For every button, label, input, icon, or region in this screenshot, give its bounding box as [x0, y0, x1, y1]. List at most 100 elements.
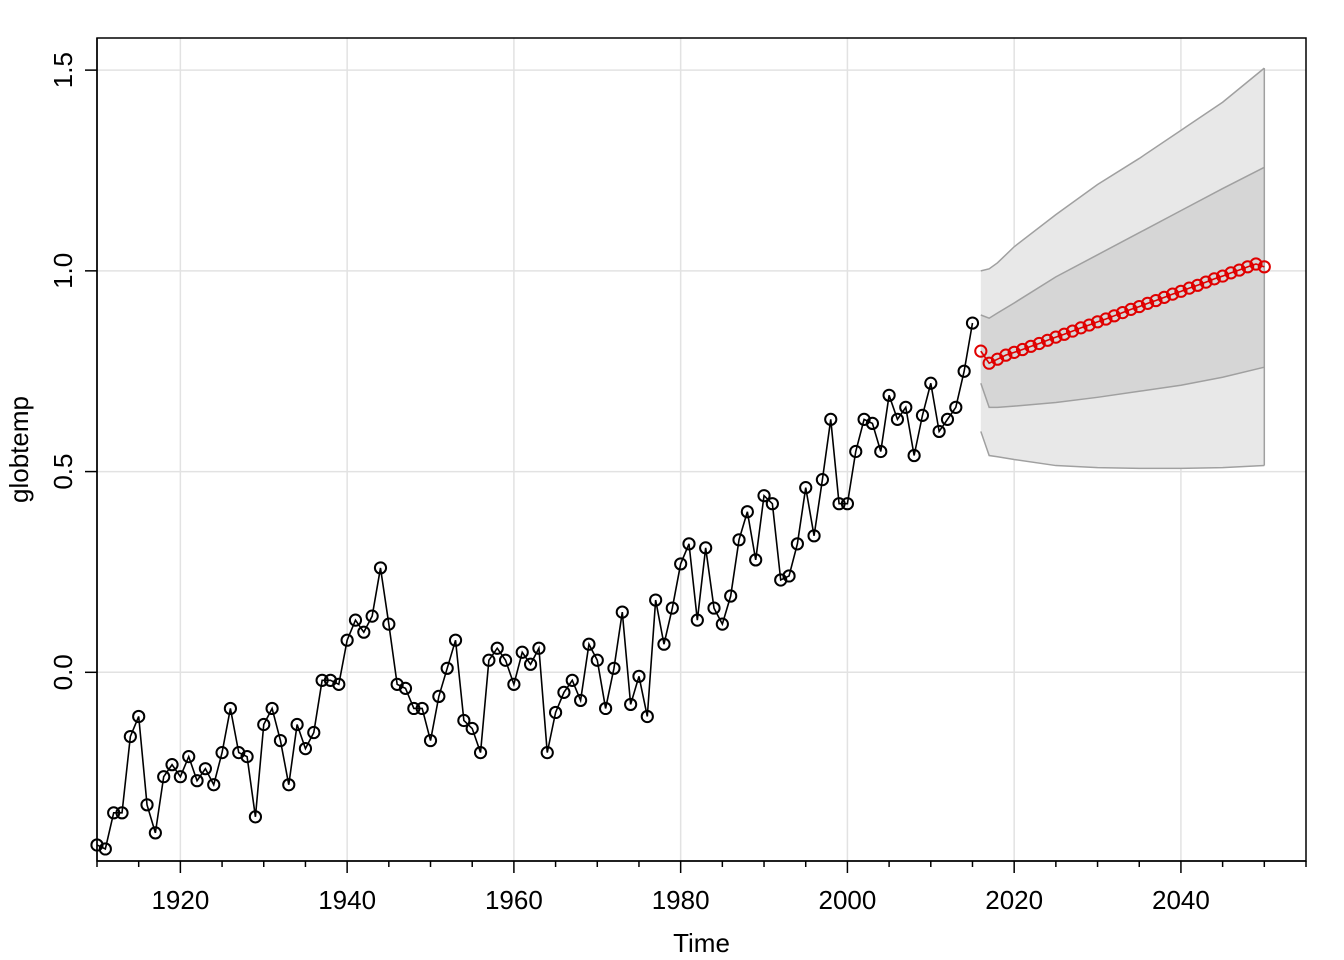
forecast-point [1140, 296, 1155, 310]
y-tick-label: 1.0 [48, 253, 78, 289]
observed-line [96, 322, 974, 851]
observed-point [907, 448, 921, 463]
forecast-point [1241, 260, 1255, 274]
forecast-point [1007, 345, 1021, 359]
observed-point [590, 653, 604, 667]
forecast-point [1157, 290, 1171, 304]
observed-point [315, 673, 329, 687]
observed-point [290, 717, 304, 732]
observed-point [198, 762, 212, 776]
forecast-point [1199, 275, 1213, 289]
forecast-point [1165, 287, 1180, 301]
observed-point [240, 750, 254, 764]
forecast-point [1224, 266, 1238, 280]
forecast-point [1182, 281, 1196, 295]
observed-point [465, 721, 479, 736]
observed-point [882, 388, 896, 402]
forecast-interval-bands [980, 67, 1266, 470]
observed-point [548, 705, 563, 720]
x-tick-label: 1940 [318, 885, 376, 915]
forecast-band-upper-edge [980, 166, 1265, 320]
forecast-point [974, 344, 988, 358]
x-tick-label: 2000 [818, 885, 876, 915]
observed-point [265, 701, 279, 716]
observed-point [924, 376, 938, 390]
observed-point [423, 733, 438, 748]
observed-point [624, 697, 638, 712]
observed-point [282, 778, 296, 792]
observed-point [557, 685, 571, 699]
observed-point [182, 750, 196, 764]
axes: 1920 1940 1960 1980 2000 2020 2040 0.0 0.5 1.0 1.5 [48, 38, 1307, 915]
observed-point [890, 412, 905, 426]
forecast-point [1191, 278, 1205, 292]
observed-point [507, 677, 521, 691]
observed-point [457, 713, 471, 728]
observed-point [749, 553, 763, 567]
observed-point [248, 810, 263, 824]
observed-point [373, 561, 388, 575]
observed-point [440, 661, 454, 675]
observed-point [674, 557, 688, 571]
x-tick-label: 2040 [1152, 885, 1210, 915]
observed-point [574, 693, 588, 708]
forecast-band-lower-edge [980, 366, 1265, 409]
observed-point [599, 701, 613, 716]
forecast-point [1207, 272, 1221, 286]
forecast-point [1249, 257, 1263, 271]
observed-point [715, 617, 729, 631]
observed-point [448, 633, 463, 647]
observed-point [223, 701, 238, 716]
forecast-point [1057, 327, 1071, 341]
forecast-point [1132, 299, 1146, 314]
observed-point [473, 746, 488, 760]
observed-point [724, 589, 738, 603]
forecast-band [980, 167, 1265, 408]
forecast-point [1115, 306, 1130, 320]
observed-point [257, 717, 271, 732]
observed-point [515, 645, 529, 659]
observed-point [298, 741, 313, 756]
forecast-point [1065, 324, 1080, 338]
observed-point [532, 641, 546, 655]
observed-point [357, 625, 371, 639]
observed-point [874, 444, 888, 459]
y-tick-label: 0.0 [48, 654, 78, 690]
forecast-point [1049, 330, 1063, 344]
observed-point [490, 641, 504, 655]
observed-point [615, 605, 629, 619]
observed-point [940, 412, 955, 426]
forecast-band-upper-edge [980, 67, 1265, 272]
observed-point [415, 701, 429, 716]
observed-point [665, 601, 679, 615]
observed-point [632, 669, 646, 683]
forecast-point [1032, 336, 1046, 351]
y-tick-label: 0.5 [48, 454, 78, 490]
observed-point [899, 400, 913, 414]
forecast-point [1216, 269, 1230, 283]
observed-point [307, 725, 321, 740]
observed-point [740, 505, 754, 519]
observed-point [498, 653, 513, 667]
observed-point [957, 364, 971, 378]
observed-point [382, 617, 396, 631]
forecast-point [1024, 339, 1038, 353]
forecast-point [1074, 321, 1088, 335]
forecast-point [1149, 293, 1163, 308]
observed-point [824, 412, 838, 426]
observed-point [398, 681, 413, 695]
observed-point [732, 533, 746, 547]
forecast-point [1015, 342, 1030, 357]
observed-point [782, 569, 796, 583]
observed-point [965, 316, 980, 330]
observed-point [682, 537, 696, 551]
observed-point [332, 677, 346, 691]
observed-point [640, 709, 654, 724]
forecast-point [1174, 284, 1188, 298]
forecast-point [999, 348, 1013, 362]
observed-point [849, 444, 863, 459]
observed-point [915, 408, 930, 422]
observed-point [565, 673, 579, 687]
observed-point [657, 637, 671, 651]
